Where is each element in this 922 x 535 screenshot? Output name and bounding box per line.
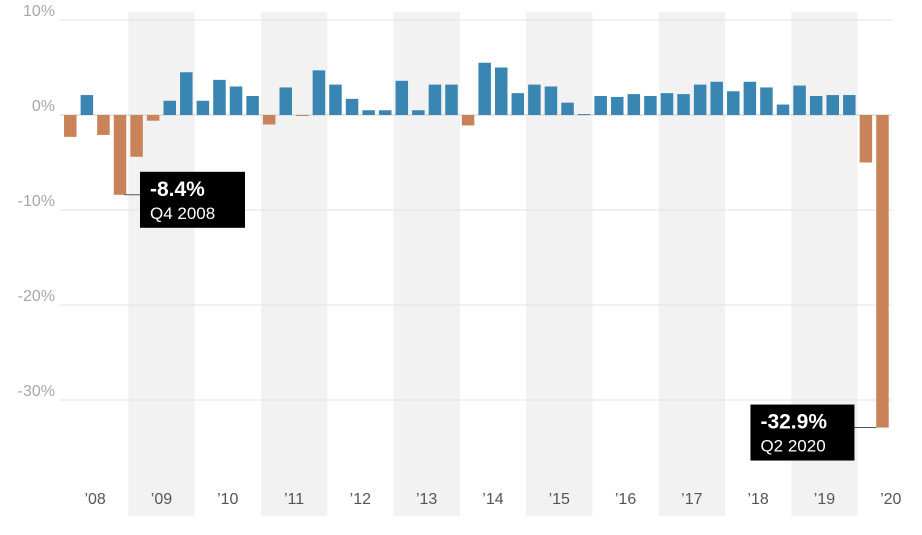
annotation-q2-2020: -32.9% Q2 2020 (750, 404, 877, 461)
bar-q1-2014 (461, 115, 475, 126)
bar-q4-2016 (644, 96, 657, 115)
x-axis-tick-labels: ’08 ’09 ’10 ’11 ’12 ’13 ’14 ’15 ’16 ’17 ’18 ’19 ’20 (84, 491, 901, 508)
bar-q3-2019 (826, 95, 839, 115)
bar-q2-2017 (677, 94, 690, 115)
bar-q2-2014 (478, 62, 491, 115)
bar-q2-2020 (876, 115, 889, 428)
bar-q3-2013 (428, 84, 442, 115)
bar-q1-2019 (793, 85, 806, 115)
bar-q3-2010 (229, 86, 243, 115)
y-tick-label: -20% (18, 288, 55, 305)
annotation-q4-2008: -8.4% Q4 2008 (124, 171, 246, 228)
x-tick-label: ’11 (284, 491, 304, 508)
bar-q1-2010 (196, 100, 210, 115)
annotation-period: Q2 2020 (760, 437, 825, 456)
x-tick-label: ’14 (482, 491, 503, 508)
bar-q3-2017 (693, 84, 707, 115)
bar-q2-2013 (412, 110, 425, 115)
x-tick-label: ’18 (747, 491, 768, 508)
bar-q3-2018 (760, 87, 773, 115)
x-tick-label: ’09 (151, 491, 172, 508)
bar-q2-2019 (809, 96, 823, 115)
y-tick-label: 10% (23, 3, 55, 20)
bar-q2-2010 (213, 79, 226, 115)
bar-q3-2014 (494, 67, 508, 115)
bar-q2-2015 (544, 86, 558, 115)
bar-q4-2015 (577, 114, 591, 116)
bar-q3-2008 (97, 115, 110, 135)
bar-q1-2008 (64, 115, 77, 137)
bar-q4-2009 (180, 72, 193, 115)
bar-q4-2017 (710, 81, 723, 115)
x-tick-label: ’13 (416, 491, 437, 508)
bars (64, 62, 889, 428)
annotation-box (750, 404, 855, 461)
x-tick-label: ’16 (615, 491, 636, 508)
bar-q2-2008 (80, 95, 94, 115)
bar-q4-2014 (511, 93, 525, 115)
x-tick-label: ’08 (84, 491, 105, 508)
y-tick-label: 0% (32, 98, 55, 115)
bar-q4-2013 (445, 84, 458, 115)
bar-q4-2008 (113, 115, 127, 195)
bar-q1-2020 (859, 115, 873, 163)
bar-q1-2011 (262, 115, 276, 125)
annotation-period: Q4 2008 (150, 204, 215, 223)
bar-q3-2012 (362, 110, 375, 115)
bar-q3-2009 (163, 100, 176, 115)
x-tick-label: ’17 (681, 491, 702, 508)
x-tick-label: ’20 (880, 491, 901, 508)
x-tick-label: ’12 (350, 491, 371, 508)
bar-q4-2019 (843, 95, 856, 115)
bar-q1-2018 (727, 91, 740, 115)
bar-q2-2009 (146, 115, 160, 121)
bar-q2-2016 (611, 96, 624, 115)
y-axis-tick-labels: 10% 0% -10% -20% -30% (18, 3, 55, 400)
bar-q4-2011 (312, 70, 326, 115)
bar-q1-2017 (660, 93, 674, 115)
bar-q1-2012 (329, 84, 342, 115)
annotation-value: -8.4% (150, 178, 205, 201)
bar-q3-2015 (561, 102, 574, 115)
y-tick-label: -30% (18, 383, 55, 400)
bar-q1-2009 (130, 115, 143, 157)
annotation-box (140, 171, 246, 228)
x-tick-label: ’19 (814, 491, 835, 508)
bar-q4-2012 (378, 110, 392, 115)
x-tick-label: ’10 (217, 491, 238, 508)
bar-q3-2011 (296, 115, 309, 116)
bar-q2-2018 (743, 81, 757, 115)
bar-q4-2018 (776, 104, 790, 115)
bar-q1-2013 (395, 80, 409, 115)
bar-q1-2016 (594, 96, 607, 115)
annotations: -8.4% Q4 2008 -32.9% Q2 2020 (124, 171, 877, 461)
bar-q4-2010 (246, 96, 259, 115)
bar-q3-2016 (627, 94, 641, 115)
bar-q1-2015 (528, 84, 541, 115)
annotation-value: -32.9% (760, 411, 827, 434)
x-tick-label: ’15 (549, 491, 570, 508)
bar-q2-2012 (345, 98, 359, 115)
bar-q2-2011 (279, 87, 293, 115)
y-tick-label: -10% (18, 193, 55, 210)
